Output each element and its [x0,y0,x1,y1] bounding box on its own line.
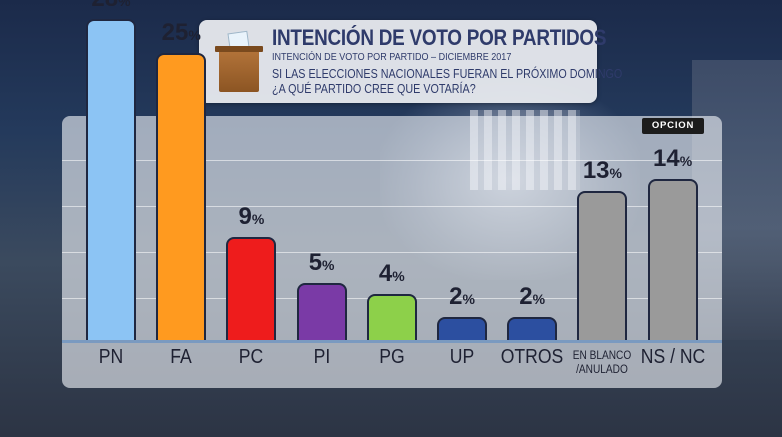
category-label-7: OTROS [500,346,564,368]
bar-8 [577,190,628,340]
header-card: INTENCIÓN DE VOTO POR PARTIDOS INTENCIÓN… [199,20,622,103]
value-label-3: 9% [238,202,265,230]
bar-4 [296,282,347,340]
panel-line [62,252,722,253]
category-label-4: PI [313,346,330,368]
category-label-9: NS / NC [640,346,705,368]
ballot-box-icon [215,46,263,92]
value-label-6: 2% [449,283,475,311]
category-label-2: FA [170,346,192,368]
category-label-6: UP [449,346,475,368]
category-label-3: PC [239,346,264,368]
question-line-2: ¿A QUÉ PARTIDO CREE QUE VOTARÍA? [272,82,476,96]
value-label-2: 25% [161,19,201,46]
value-label-7: 2% [519,283,546,311]
value-label-1: 28% [91,0,131,12]
bar-3 [226,236,277,340]
bar-7 [507,317,558,340]
channel-logo-text: OPCION [651,120,695,131]
category-label-1: PN [98,346,124,368]
bar-5 [366,294,417,340]
chart-baseline [62,340,722,343]
chart-panel: 28% PN 25% FA 9% PC 5% PI 4% PG 2% UP 2% OTROS 13% EN B… [62,0,722,388]
bar-1 [86,18,136,340]
value-label-8: 13% [582,156,622,184]
value-label-4: 5% [308,248,335,276]
panel-line [62,206,722,207]
panel-line [62,160,722,161]
chart-subtitle: INTENCIÓN DE VOTO POR PARTIDO – DICIEMBR… [272,51,512,63]
category-label-5: PG [379,346,405,368]
channel-logo: OPCION [642,118,704,134]
value-label-9: 14% [653,145,693,173]
bar-6 [437,317,487,340]
chart-title: INTENCIÓN DE VOTO POR PARTIDOS [272,25,607,50]
question-line-1: SI LAS ELECCIONES NACIONALES FUERAN EL P… [272,67,623,81]
value-label-5: 4% [378,260,405,288]
category-label-8: EN BLANCO /ANULADO [573,350,632,376]
bar-2 [156,53,207,340]
bar-9 [647,179,698,340]
